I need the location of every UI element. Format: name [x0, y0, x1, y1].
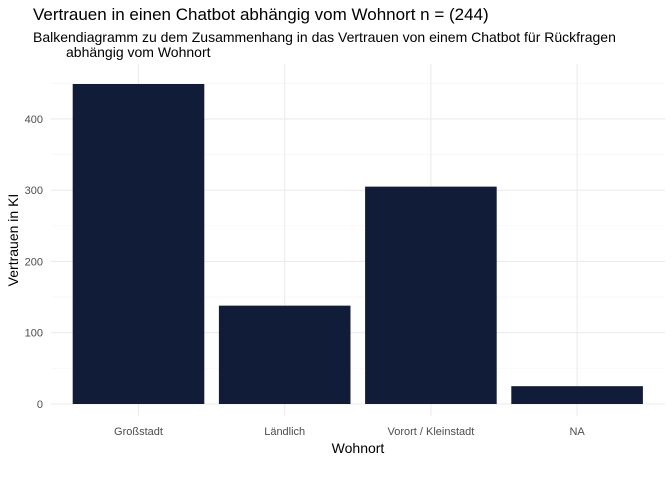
y-axis-title: Vertrauen in KI [5, 194, 21, 287]
x-tick-label: Ländlich [264, 426, 305, 438]
chart-subtitle-line-2: abhängig vom Wohnort [66, 44, 211, 60]
x-tick-label: Vorort / Kleinstadt [387, 426, 474, 438]
x-axis-title: Wohnort [332, 440, 385, 456]
y-tick-label: 200 [25, 256, 43, 268]
y-tick-label: 400 [25, 114, 43, 126]
bar [72, 84, 205, 404]
x-tick-label: NA [569, 426, 585, 438]
y-tick-label: 0 [37, 399, 43, 411]
y-tick-label: 100 [25, 328, 43, 340]
bars [72, 84, 643, 404]
x-axis-ticks: Großstadt Ländlich Vorort / Kleinstadt NA [114, 426, 585, 438]
chart-subtitle-line-1: Balkendiagramm zu dem Zusammenhang in da… [33, 29, 616, 45]
bar [218, 305, 351, 404]
bar [511, 386, 643, 404]
y-tick-label: 300 [25, 185, 43, 197]
x-tick-label: Großstadt [114, 426, 163, 438]
chart-title: Vertrauen in einen Chatbot abhängig vom … [33, 5, 489, 24]
y-axis-ticks: 0 100 200 300 400 [25, 114, 43, 411]
bar [365, 186, 497, 404]
